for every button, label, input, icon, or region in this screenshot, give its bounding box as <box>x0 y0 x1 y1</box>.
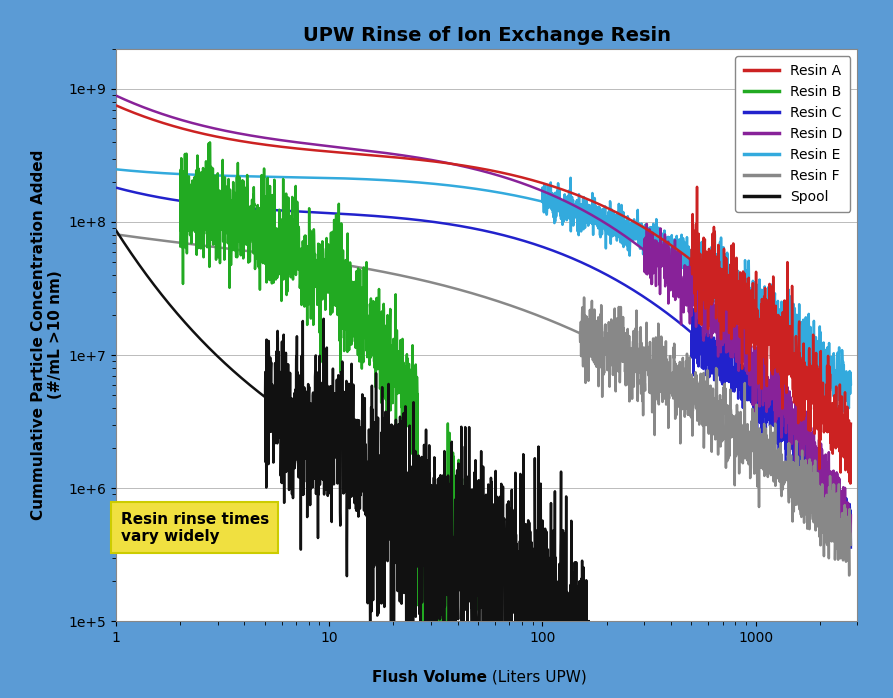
Text: (Liters UPW): (Liters UPW) <box>487 670 587 685</box>
Text: Flush Volume: Flush Volume <box>371 670 487 685</box>
Y-axis label: Cummulative Particle Concentration Added
(#/mL >10 nm): Cummulative Particle Concentration Added… <box>30 150 63 520</box>
Title: UPW Rinse of Ion Exchange Resin: UPW Rinse of Ion Exchange Resin <box>303 26 671 45</box>
Legend: Resin A, Resin B, Resin C, Resin D, Resin E, Resin F, Spool: Resin A, Resin B, Resin C, Resin D, Resi… <box>736 56 850 212</box>
Text: Resin rinse times
vary widely: Resin rinse times vary widely <box>121 512 269 544</box>
